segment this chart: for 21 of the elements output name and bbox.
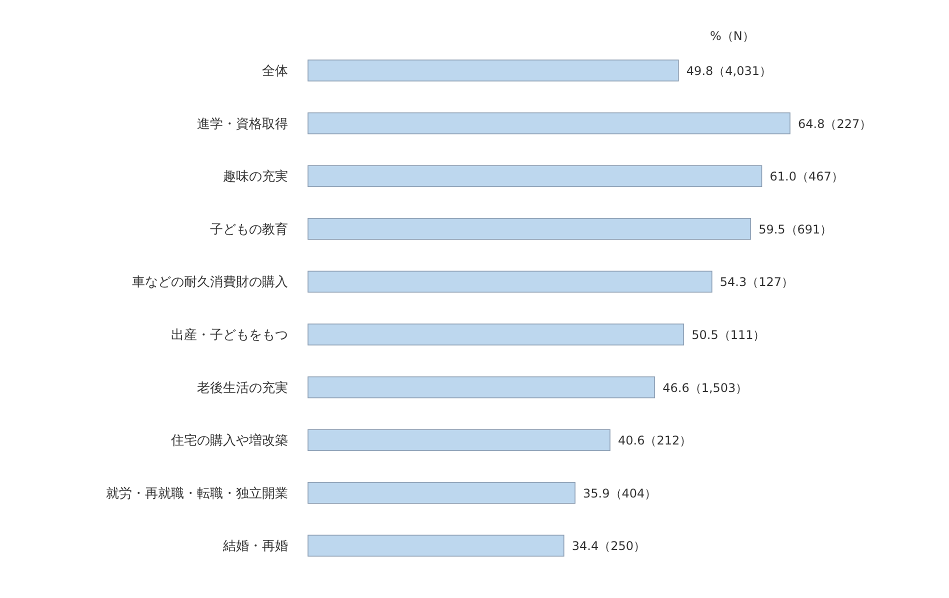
y-tick-label: 就労・再就職・転職・独立開業 (106, 485, 288, 502)
y-tick-label: 老後生活の充実 (197, 380, 288, 396)
y-tick-label: 趣味の充実 (223, 168, 288, 185)
data-label: 49.8（4,031） (686, 64, 772, 78)
data-label: 40.6（212） (618, 434, 692, 448)
y-tick-label: 結婚・再婚 (222, 539, 288, 554)
data-label: 64.8（227） (798, 116, 872, 131)
data-label: 35.9（404） (583, 486, 657, 500)
y-tick-label: 子どもの教育 (210, 221, 288, 238)
y-tick-label: 車などの耐久消費財の購入 (132, 275, 288, 290)
y-tick-label: 進学・資格取得 (197, 116, 288, 132)
y-tick-label: 住宅の購入や増改築 (170, 432, 288, 449)
data-label: 34.4（250） (572, 539, 646, 554)
data-label: 46.6（1,503） (662, 380, 748, 395)
data-label: 61.0（467） (770, 170, 844, 184)
data-label: 54.3（127） (720, 275, 794, 290)
data-label: 50.5（111） (692, 328, 766, 342)
text: %（N） (710, 29, 754, 43)
data-label: 59.5（691） (758, 222, 832, 236)
y-tick-label: 全体 (262, 64, 288, 79)
y-tick-label: 出産・子どもをもつ (171, 327, 288, 343)
